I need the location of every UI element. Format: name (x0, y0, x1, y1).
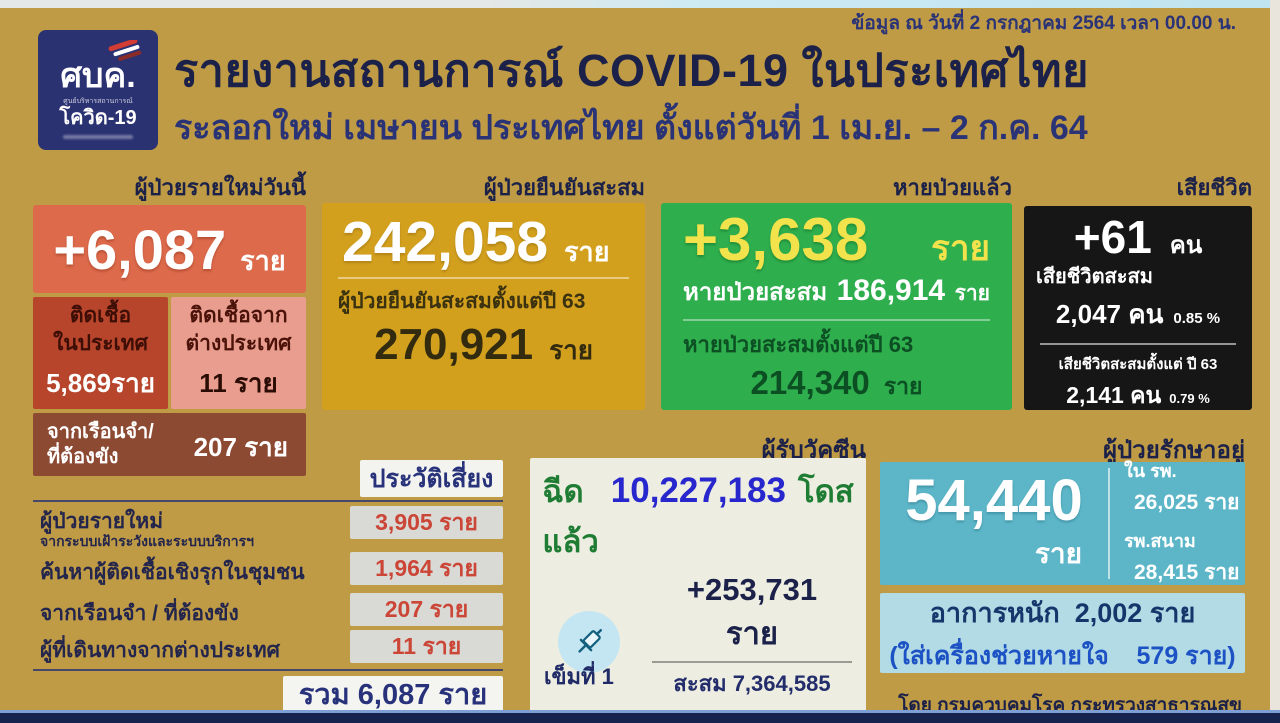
cumulative-since63-label: ผู้ป่วยยืนยันสะสมตั้งแต่ปี 63 (338, 290, 586, 313)
deaths-since63-pct: 0.79 % (1169, 391, 1210, 406)
syringe-icon (578, 628, 603, 653)
severe-cases-text: อาการหนัก 2,002 ราย (929, 597, 1196, 628)
vaccine-injected-label: ฉีดแล้ว (542, 474, 599, 559)
recovered-label: หายป่วยแล้ว (893, 175, 1012, 200)
logo-tagline-blur (63, 135, 133, 139)
risk-divider-top (33, 500, 503, 502)
deaths-label: เสียชีวิต (1176, 175, 1252, 200)
data-as-of-note: ข้อมูล ณ วันที่ 2 กรกฎาคม 2564 เวลา 00.0… (851, 13, 1236, 34)
logo-covid-text: โควิด-19 (59, 107, 137, 129)
risk-history-title: ประวัติเสี่ยง (360, 460, 503, 497)
new-cases-panel: +6,087 ราย (33, 205, 306, 293)
top-edge-strip (0, 0, 1280, 8)
imported-label-1: ติดเชื้อจาก (189, 304, 288, 328)
ventilator-cases-text: (ใส่เครื่องช่วยหายใจ 579 ราย) (889, 641, 1236, 670)
treating-label: ผู้ป่วยรักษาอยู่ (1102, 437, 1245, 464)
ccsa-logo: ศบค. ศูนย์บริหารสถานการณ์ โควิด-19 (38, 30, 158, 150)
recovered-since63-label: หายป่วยสะสมตั้งแต่ปี 63 (683, 332, 914, 357)
risk-row-value: 3,905 ราย (350, 506, 503, 539)
cumulative-since63-unit: ราย (549, 335, 593, 365)
severe-panel: อาการหนัก 2,002 ราย (ใส่เครื่องช่วยหายใจ… (880, 593, 1245, 673)
recovered-since63-value: 214,340 (750, 364, 870, 401)
field-hospital-label: รพ.สนาม (1124, 531, 1196, 551)
deaths-unit: คน (1169, 232, 1203, 259)
divider (1040, 343, 1236, 345)
hospital-label: ใน รพ. (1124, 461, 1177, 481)
risk-row-label: ผู้ที่เดินทางจากต่างประเทศ (40, 639, 280, 662)
domestic-label-2: ในประเทศ (53, 331, 148, 355)
deaths-panel: +61 คน เสียชีวิตสะสม 2,047 คน 0.85 % เสี… (1024, 206, 1252, 410)
thai-flag-icon (108, 40, 142, 61)
domestic-value: 5,869ราย (46, 367, 155, 398)
new-cases-unit: ราย (240, 245, 286, 276)
hospital-value: 26,025 ราย (1134, 491, 1240, 514)
dose1-new-value: +253,731 ราย (652, 572, 852, 663)
risk-divider-bottom (33, 669, 503, 671)
infection-source-row: ติดเชื้อ ในประเทศ 5,869ราย ติดเชื้อจาก ต… (33, 297, 306, 409)
imported-label-2: ต่างประเทศ (185, 331, 292, 355)
recovered-cum-label: หายป่วยสะสม (683, 279, 828, 306)
prison-infection-box: จากเรือนจำ/ ที่ต้องขัง 207 ราย (33, 413, 306, 476)
recovered-panel: +3,638 ราย หายป่วยสะสม 186,914 ราย หายป่… (661, 203, 1012, 410)
cumulative-since63-value: 270,921 (374, 320, 534, 369)
prison-label: จากเรือนจำ/ ที่ต้องขัง (47, 420, 154, 470)
imported-value: 11 ราย (199, 367, 278, 398)
deaths-value: +61 (1073, 211, 1152, 263)
risk-row-label: ค้นหาผู้ติดเชื้อเชิงรุกในชุมชน (40, 561, 305, 584)
imported-infection-box: ติดเชื้อจาก ต่างประเทศ 11 ราย (171, 297, 306, 409)
dose1-circle (558, 611, 620, 673)
risk-total: รวม 6,087 ราย (283, 676, 503, 712)
domestic-infection-box: ติดเชื้อ ในประเทศ 5,869ราย (33, 297, 168, 409)
bottom-edge-strip (0, 713, 1280, 723)
recovered-cum-value: 186,914 (836, 274, 946, 307)
cumulative-value: 242,058 (342, 210, 549, 274)
treating-panel: 54,440 ราย ใน รพ. 26,025 ราย รพ.สนาม 28,… (880, 461, 1245, 585)
risk-row-label: จากเรือนจำ / ที่ต้องขัง (40, 602, 239, 625)
risk-row-label: ผู้ป่วยรายใหม่ (40, 510, 164, 533)
prison-label-2: ที่ต้องขัง (47, 445, 119, 468)
recovered-cum-unit: ราย (954, 282, 990, 305)
dose1-label: เข็มที่ 1 (544, 664, 614, 689)
divider (683, 319, 990, 321)
deaths-cum-pct: 0.85 % (1173, 310, 1221, 327)
cumulative-panel: 242,058 ราย ผู้ป่วยยืนยันสะสมตั้งแต่ปี 6… (322, 203, 645, 410)
cumulative-unit: ราย (564, 237, 610, 267)
deaths-since63-label: เสียชีวิตสะสมตั้งแต่ ปี 63 (1058, 356, 1218, 373)
domestic-label-1: ติดเชื้อ (69, 304, 132, 328)
field-hospital-value: 28,415 ราย (1134, 561, 1240, 584)
deaths-cum-label: เสียชีวิตสะสม (1036, 266, 1153, 288)
right-edge-strip (1270, 0, 1280, 723)
risk-row-value: 11 ราย (350, 630, 503, 663)
risk-row-value: 207 ราย (350, 593, 503, 626)
recovered-unit: ราย (931, 229, 990, 268)
vaccine-injected-unit: โดส (797, 474, 854, 509)
vaccine-panel: ฉีดแล้ว 10,227,183 โดส เข็มที่ 1 (530, 458, 866, 723)
risk-row-sublabel: จากระบบเฝ้าระวังและระบบบริการฯ (40, 533, 254, 549)
treating-unit: ราย (1034, 537, 1082, 569)
prison-label-1: จากเรือนจำ/ (47, 420, 154, 443)
logo-org-name: ศูนย์บริหารสถานการณ์ (63, 98, 133, 105)
new-cases-label: ผู้ป่วยรายใหม่วันนี้ (134, 175, 306, 200)
vaccine-injected-value: 10,227,183 (610, 471, 786, 510)
treating-value: 54,440 (905, 467, 1083, 533)
new-cases-value: +6,087 (53, 217, 227, 281)
page-subtitle: ระลอกใหม่ เมษายน ประเทศไทย ตั้งแต่วันที่… (174, 109, 1088, 147)
recovered-value: +3,638 (683, 206, 869, 273)
divider (338, 277, 629, 279)
deaths-cum-value: 2,047 คน (1055, 299, 1164, 329)
cumulative-label: ผู้ป่วยยืนยันสะสม (483, 175, 645, 200)
deaths-since63-value: 2,141 คน (1066, 382, 1162, 408)
logo-abbr: ศบค. (60, 57, 136, 95)
prison-value: 207 ราย (193, 432, 288, 462)
page-title: รายงานสถานการณ์ COVID-19 ในประเทศไทย (174, 45, 1089, 96)
bottom-edge-line (0, 710, 1280, 713)
dose1-row: เข็มที่ 1 +253,731 ราย สะสม 7,364,585 รา… (544, 572, 852, 723)
recovered-since63-unit: ราย (883, 373, 923, 399)
risk-row-value: 1,964 ราย (350, 552, 503, 585)
